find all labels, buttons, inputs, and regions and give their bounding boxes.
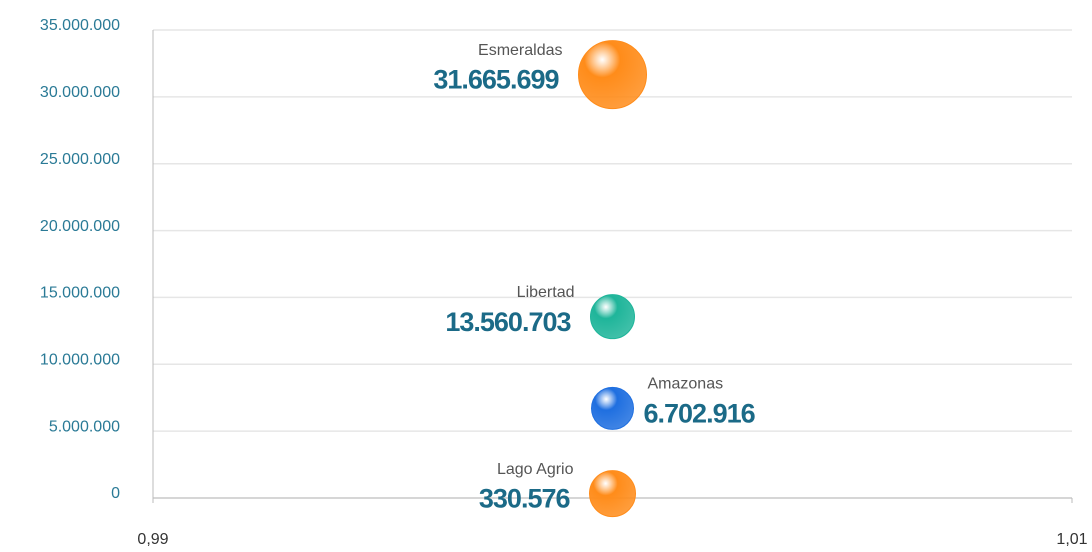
value-label: 31.665.699 <box>433 65 559 95</box>
y-tick-label: 0 <box>111 485 120 502</box>
bubble <box>589 470 636 518</box>
y-tick-label: 25.000.000 <box>40 151 120 168</box>
bubble <box>590 294 635 340</box>
x-tick-label: 1,01 <box>1056 531 1087 548</box>
bubble-name: Lago Agrio <box>497 461 574 478</box>
bubble-name: Amazonas <box>648 376 724 393</box>
bubble <box>578 40 647 110</box>
bubble-name: Esmeraldas <box>478 42 562 59</box>
y-tick-label: 35.000.000 <box>40 17 120 34</box>
bubble-name: Libertad <box>517 284 575 301</box>
value-label: 6.702.916 <box>644 398 756 428</box>
value-label: 13.560.703 <box>445 307 571 337</box>
value-label: 330.576 <box>479 484 571 514</box>
y-tick-label: 30.000.000 <box>40 84 120 101</box>
x-tick-label: 0,99 <box>137 531 168 548</box>
bubble <box>591 386 634 430</box>
y-tick-label: 5.000.000 <box>49 418 120 435</box>
y-tick-label: 15.000.000 <box>40 285 120 302</box>
y-tick-label: 10.000.000 <box>40 352 120 369</box>
y-tick-label: 20.000.000 <box>40 218 120 235</box>
